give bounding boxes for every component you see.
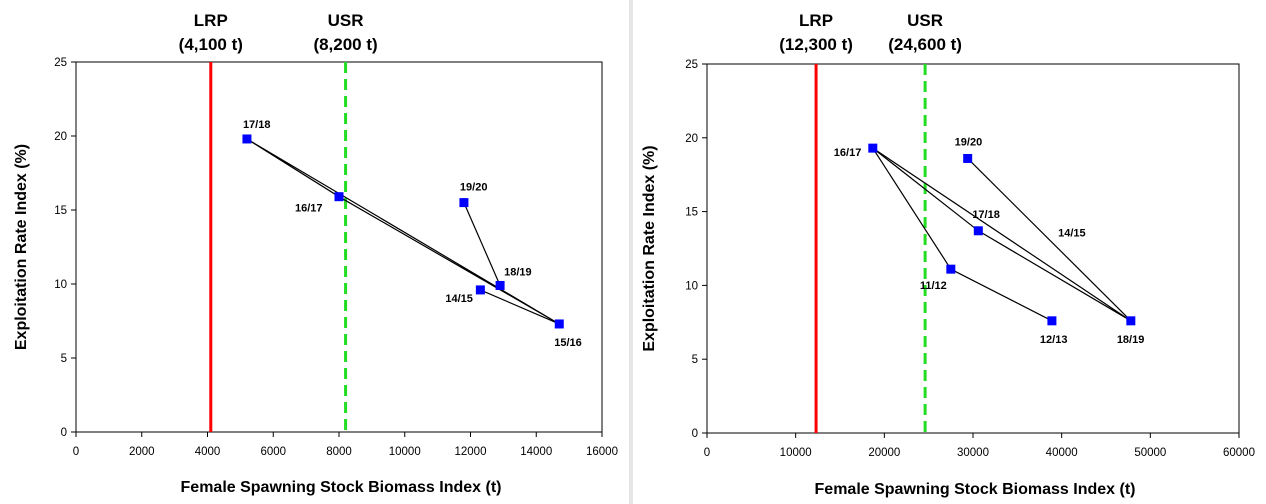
data-label-16-17: 16/17 bbox=[295, 203, 323, 215]
x-tick-label: 10000 bbox=[389, 446, 421, 458]
x-tick-label: 30000 bbox=[957, 447, 989, 459]
y-tick-label: 5 bbox=[61, 353, 67, 365]
x-tick-label: 14000 bbox=[520, 446, 552, 458]
data-label-19-20: 19/20 bbox=[955, 136, 983, 148]
x-tick-label: 0 bbox=[73, 446, 79, 458]
x-axis-title: Female Spawning Stock Biomass Index (t) bbox=[815, 481, 1136, 498]
data-point-17-18 bbox=[973, 226, 983, 236]
data-label-18-19: 18/19 bbox=[1117, 334, 1145, 346]
x-axis-title: Female Spawning Stock Biomass Index (t) bbox=[181, 479, 502, 496]
x-tick-label: 4000 bbox=[195, 446, 221, 458]
y-tick-label: 0 bbox=[61, 427, 67, 439]
x-tick-label: 2000 bbox=[129, 446, 155, 458]
y-tick-label: 15 bbox=[685, 207, 698, 219]
y-axis-title: Exploitation Rate Index (%) bbox=[641, 145, 658, 351]
plot-frame bbox=[706, 63, 1240, 434]
y-tick-label: 10 bbox=[685, 280, 698, 292]
data-label-18-19: 18/19 bbox=[504, 266, 532, 278]
x-tick-label: 40000 bbox=[1046, 447, 1078, 459]
y-tick-label: 25 bbox=[54, 57, 67, 69]
segment-label-14-15: 14/15 bbox=[1058, 228, 1086, 240]
y-axis-title: Exploitation Rate Index (%) bbox=[13, 144, 30, 350]
chart-left: 0 5 10 15 20 25 0 2000 4000 6000 8000 10000 12000 140… bbox=[0, 0, 628, 504]
data-label-17-18: 17/18 bbox=[243, 119, 271, 131]
usr-value-label: (24,600 t) bbox=[888, 35, 962, 54]
data-label-19-20: 19/20 bbox=[460, 182, 488, 194]
lrp-label: LRP bbox=[799, 11, 833, 30]
trajectory-line bbox=[246, 138, 560, 325]
data-label-17-18: 17/18 bbox=[972, 209, 1000, 221]
x-tick-label: 12000 bbox=[455, 446, 487, 458]
y-tick-label: 10 bbox=[54, 279, 67, 291]
trajectory-line bbox=[480, 289, 560, 325]
data-label-14-15: 14/15 bbox=[445, 293, 473, 305]
panel-divider bbox=[629, 0, 633, 504]
y-tick-label: 20 bbox=[54, 131, 67, 143]
y-tick-label: 5 bbox=[692, 354, 698, 366]
data-point-18-19 bbox=[1126, 316, 1136, 326]
chart-right-svg: 0 5 10 15 20 25 0 10000 20000 30000 40000 50000 6000… bbox=[641, 11, 1255, 498]
data-point-19-20 bbox=[963, 153, 973, 163]
data-point-15-16 bbox=[554, 319, 564, 329]
x-tick-label: 50000 bbox=[1134, 447, 1166, 459]
data-point-14-15 bbox=[475, 285, 485, 295]
y-tick-label: 20 bbox=[685, 133, 698, 145]
x-tick-label: 8000 bbox=[326, 446, 352, 458]
data-label-16-17: 16/17 bbox=[834, 147, 862, 159]
data-point-19-20 bbox=[459, 198, 469, 208]
lrp-value-label: (12,300 t) bbox=[779, 35, 853, 54]
plot-frame bbox=[75, 61, 603, 433]
usr-label: USR bbox=[328, 11, 364, 30]
data-label-11-12: 11/12 bbox=[920, 280, 947, 292]
lrp-value-label: (4,100 t) bbox=[179, 35, 243, 54]
y-tick-label: 0 bbox=[692, 428, 698, 440]
data-label-15-16: 15/16 bbox=[554, 337, 582, 349]
lrp-label: LRP bbox=[194, 11, 228, 30]
usr-value-label: (8,200 t) bbox=[313, 35, 377, 54]
trajectory-line bbox=[950, 268, 1053, 322]
data-point-18-19 bbox=[495, 280, 505, 290]
data-point-12-13 bbox=[1047, 316, 1057, 326]
data-point-11-12 bbox=[946, 264, 956, 274]
y-tick-label: 15 bbox=[54, 205, 67, 217]
chart-left-svg: 0 5 10 15 20 25 0 2000 4000 6000 8000 10000 12000 140… bbox=[13, 11, 618, 496]
x-tick-label: 6000 bbox=[260, 446, 286, 458]
x-tick-label: 20000 bbox=[868, 447, 900, 459]
data-point-16-17 bbox=[868, 143, 878, 153]
data-point-17-18 bbox=[242, 134, 252, 144]
usr-label: USR bbox=[907, 11, 943, 30]
x-tick-label: 10000 bbox=[780, 447, 812, 459]
x-tick-label: 16000 bbox=[586, 446, 618, 458]
chart-right: 0 5 10 15 20 25 0 10000 20000 30000 40000 50000 6000… bbox=[634, 0, 1266, 504]
data-label-12-13: 12/13 bbox=[1040, 334, 1068, 346]
y-tick-label: 25 bbox=[685, 59, 698, 71]
x-tick-label: 60000 bbox=[1223, 447, 1255, 459]
data-point-16-17 bbox=[334, 192, 344, 202]
trajectory-line bbox=[967, 158, 1132, 322]
x-tick-label: 0 bbox=[704, 447, 710, 459]
trajectory-line bbox=[463, 202, 501, 286]
